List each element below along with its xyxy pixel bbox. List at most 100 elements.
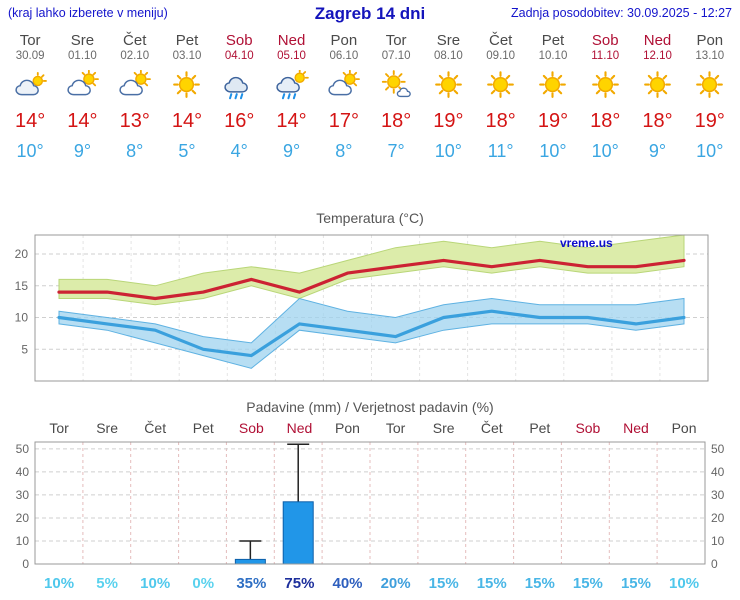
svg-text:20: 20 (711, 511, 725, 525)
cloudy-icon (4, 70, 56, 107)
temp-min: 10° (16, 141, 44, 161)
precip-probability: 20% (380, 575, 411, 592)
day-column[interactable]: Sre 08.10 19° 10° (422, 30, 474, 162)
forecast-days-row: Tor 30.09 14° 10° Sre 01.10 14° 9° Čet 0… (0, 28, 740, 162)
precip-probability: 5% (96, 575, 118, 592)
day-name: Ned (643, 32, 672, 49)
day-date: 30.09 (15, 50, 45, 62)
day-name: Sre (436, 32, 461, 49)
svg-text:10: 10 (16, 534, 30, 548)
precip-probability: 10% (669, 575, 700, 592)
day-date: 06.10 (329, 50, 359, 62)
temp-min: 8° (126, 141, 144, 161)
precip-probability: 15% (476, 575, 507, 592)
svg-text:40: 40 (16, 465, 30, 479)
precip-day-label: Sre (432, 420, 455, 436)
precipitation-chart: 0 0 10 10 20 20 30 30 40 40 50 50 (16, 441, 725, 571)
temp-min: 8° (335, 141, 353, 161)
svg-text:30: 30 (711, 488, 725, 502)
precip-day-label: Tor (385, 420, 406, 436)
precip-probability: 15% (524, 575, 555, 592)
last-update: Zadnja posodobitev: 30.09.2025 - 12:27 (510, 6, 732, 20)
day-column[interactable]: Pon 06.10 17° 8° (318, 30, 370, 162)
svg-text:20: 20 (15, 247, 29, 261)
temp-max: 18° (642, 110, 673, 132)
day-column[interactable]: Pon 13.10 19° 10° (684, 30, 736, 162)
temp-max: 14° (67, 110, 98, 132)
svg-text:0: 0 (22, 557, 29, 571)
temp-min: 9° (73, 141, 92, 161)
temp-min: 4° (230, 141, 248, 161)
day-column[interactable]: Sob 11.10 18° 10° (579, 30, 631, 162)
precip-day-label: Sre (96, 420, 119, 436)
precip-day-label: Pon (335, 420, 360, 436)
day-date: 12.10 (643, 50, 672, 62)
temp-min: 10° (539, 141, 567, 161)
day-date: 02.10 (120, 50, 150, 62)
precip-probability: 15% (428, 575, 459, 592)
temperature-chart: 5 10 15 20 vreme.us (15, 234, 709, 382)
temp-max: 19° (433, 110, 464, 132)
sunny-icon (684, 70, 736, 107)
precip-day-label: Čet (144, 420, 167, 436)
sunny-icon (422, 70, 474, 107)
day-name: Pon (696, 32, 724, 49)
day-column[interactable]: Čet 09.10 18° 11° (475, 30, 527, 162)
day-date: 10.10 (538, 50, 568, 62)
temp-max: 18° (485, 110, 516, 132)
day-date: 01.10 (68, 50, 97, 62)
svg-text:50: 50 (711, 442, 725, 456)
precipitation-chart-title: Padavine (mm) / Verjetnost padavin (%) (246, 399, 494, 415)
temp-min: 11° (487, 141, 514, 161)
svg-text:50: 50 (16, 442, 30, 456)
precip-day-label: Sob (575, 420, 601, 436)
precipitation-section: Padavine (mm) / Verjetnost padavin (%) T… (0, 399, 740, 592)
day-name: Čet (123, 32, 147, 49)
temp-max: 18° (590, 110, 621, 132)
day-column[interactable]: Sre 01.10 14° 9° (56, 30, 108, 162)
day-column[interactable]: Tor 07.10 18° 7° (370, 30, 422, 162)
temp-max: 13° (119, 110, 150, 132)
rain-sun-icon (265, 69, 317, 107)
temp-max: 14° (276, 110, 307, 132)
day-name: Sre (70, 32, 95, 49)
day-column[interactable]: Ned 12.10 18° 9° (631, 30, 683, 162)
day-date: 05.10 (277, 50, 306, 62)
day-column[interactable]: Tor 30.09 14° 10° (4, 30, 56, 162)
day-column[interactable]: Pet 10.10 19° 10° (527, 30, 579, 162)
day-column[interactable]: Čet 02.10 13° 8° (109, 30, 161, 162)
day-name: Ned (277, 32, 306, 49)
svg-text:30: 30 (16, 488, 30, 502)
temperature-section: Temperatura (°C) 5 10 15 20 vreme.us (0, 210, 740, 389)
precip-probability: 10% (140, 575, 171, 592)
precip-day-label: Ned (623, 420, 649, 436)
day-date: 11.10 (591, 50, 620, 62)
precip-probability: 75% (284, 575, 315, 592)
precip-day-label: Pon (671, 420, 697, 436)
day-date: 04.10 (224, 50, 254, 62)
temp-max: 16° (224, 110, 255, 132)
precip-day-label: Sob (238, 420, 264, 436)
day-name: Sob (225, 32, 253, 49)
day-date: 03.10 (172, 50, 202, 62)
temperature-chart-title: Temperatura (°C) (316, 210, 424, 226)
day-date: 09.10 (486, 50, 516, 62)
mostly-sunny-icon (370, 70, 422, 107)
precip-day-label: Pet (192, 420, 214, 436)
temp-min: 10° (696, 141, 724, 161)
svg-text:10: 10 (15, 311, 29, 325)
page-title: Zagreb 14 dni (314, 4, 426, 23)
temp-max: 17° (328, 110, 359, 132)
location-hint: (kraj lahko izberete v meniju) (8, 6, 168, 20)
svg-text:vreme.us: vreme.us (560, 236, 613, 250)
svg-text:10: 10 (711, 534, 725, 548)
partly-cloudy-icon (318, 69, 370, 107)
day-name: Tor (19, 32, 41, 49)
precip-probability: 15% (620, 575, 651, 592)
precip-probability: 15% (572, 575, 603, 592)
svg-text:20: 20 (16, 511, 30, 525)
day-column[interactable]: Sob 04.10 16° 4° (213, 30, 265, 162)
day-column[interactable]: Pet 03.10 14° 5° (161, 30, 213, 162)
day-column[interactable]: Ned 05.10 14° 9° (265, 30, 317, 162)
day-date: 07.10 (381, 50, 411, 62)
